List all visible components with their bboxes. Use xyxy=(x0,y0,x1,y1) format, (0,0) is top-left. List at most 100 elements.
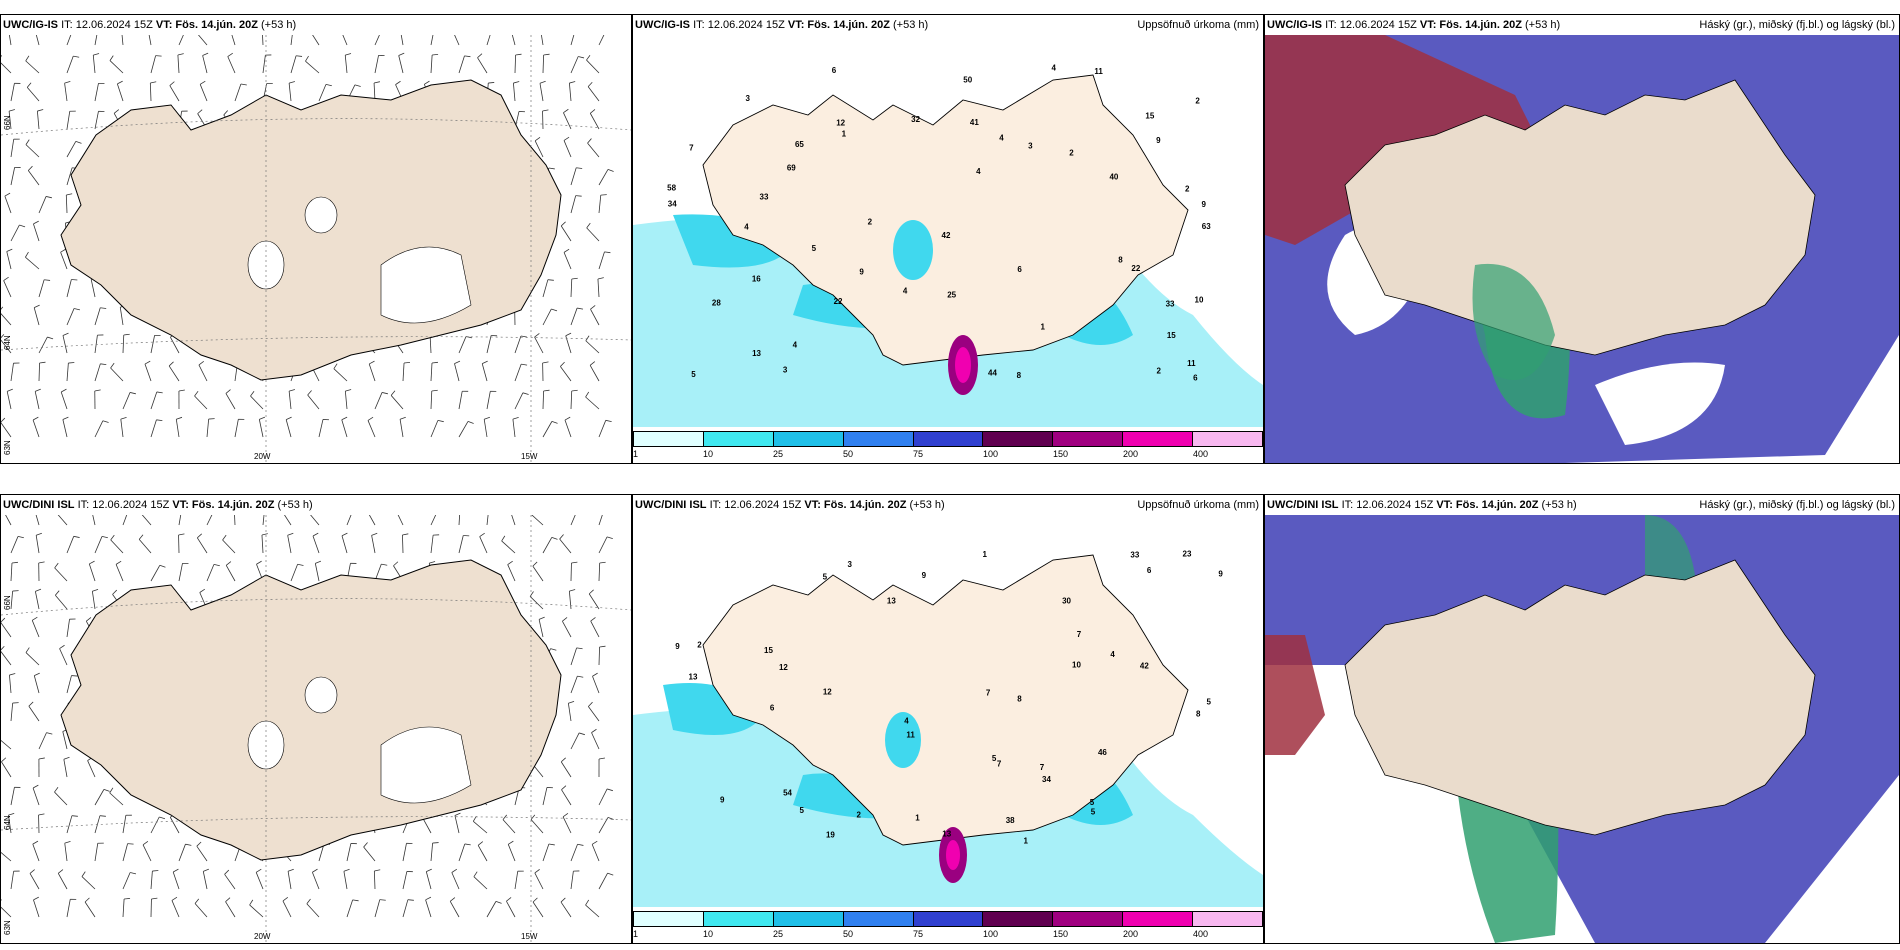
wind-barb xyxy=(150,419,157,438)
wind-barb xyxy=(425,871,432,890)
wind-barb xyxy=(197,35,208,46)
wind-barb-flag xyxy=(588,701,593,707)
wind-barb-flag xyxy=(34,304,40,309)
wind-barb-flag xyxy=(159,816,166,820)
wind-barb xyxy=(27,170,40,186)
wind-barb xyxy=(374,392,383,410)
wind-barb xyxy=(560,901,572,918)
wind-barb xyxy=(589,113,600,130)
wind-barb xyxy=(481,363,488,382)
wind-barb-flag xyxy=(592,672,598,677)
wind-barb-flag xyxy=(464,843,471,846)
legend-swatch xyxy=(703,912,774,926)
wind-barb-flag xyxy=(38,561,45,564)
precip-legend: 1 10 25 50 75 100 150 200 400 xyxy=(633,431,1263,461)
wind-barb-flag xyxy=(606,788,613,792)
wind-barb xyxy=(585,904,600,918)
precip-value-label: 4 xyxy=(1052,64,1057,73)
wind-barb xyxy=(141,515,152,526)
wind-barb xyxy=(598,251,605,270)
precip-value-label: 9 xyxy=(1156,136,1161,145)
wind-barb xyxy=(449,901,460,918)
wind-barb xyxy=(290,564,298,582)
wind-barb xyxy=(168,365,180,382)
wind-barb xyxy=(234,515,236,526)
wind-barb xyxy=(202,55,208,74)
wind-barb xyxy=(142,844,152,862)
precip-value-label: 13 xyxy=(942,830,951,839)
lon-label: 20W xyxy=(254,932,271,941)
precip-value-label: 12 xyxy=(779,663,788,672)
wind-barb xyxy=(486,391,491,410)
wind-barb xyxy=(564,419,572,438)
wind-barb xyxy=(66,35,72,46)
wind-barb xyxy=(1,62,12,74)
wind-barb-flag xyxy=(26,82,32,88)
wind-barb-flag xyxy=(597,277,604,280)
wind-barb-flag xyxy=(144,360,151,365)
wind-barb xyxy=(94,420,104,438)
legend-label: 200 xyxy=(1123,449,1139,459)
wind-barb xyxy=(10,83,15,102)
wind-barb-flag xyxy=(36,532,42,536)
wind-barb-flag xyxy=(399,416,406,420)
wind-barb-flag xyxy=(7,388,13,392)
lat-label: 64N xyxy=(3,815,12,830)
wind-barb xyxy=(3,280,12,298)
wind-barb-flag xyxy=(32,784,39,789)
wind-barb xyxy=(538,619,544,638)
wind-barb xyxy=(290,35,293,46)
wind-barb-flag xyxy=(598,757,606,760)
wind-barb-flag xyxy=(75,140,82,144)
wind-barb xyxy=(542,279,549,298)
precip-value-label: 5 xyxy=(691,370,696,379)
wind-barb xyxy=(172,871,180,890)
wind-barb xyxy=(110,367,124,382)
wind-barb-flag xyxy=(495,901,502,904)
precip-value-label: 5 xyxy=(799,806,804,815)
wind-barb xyxy=(368,515,376,526)
precip-field-mid xyxy=(663,683,1133,825)
wind-barb xyxy=(398,55,404,74)
wind-barb-flag xyxy=(169,81,175,86)
panel-header: UWC/IG-IS IT: 12.06.2024 15Z VT: Fös. 14… xyxy=(3,19,297,31)
wind-barb-flag xyxy=(312,532,319,537)
wind-barb xyxy=(542,843,550,862)
wind-barb xyxy=(454,363,460,382)
wind-barb xyxy=(570,195,577,214)
wind-barb-flag xyxy=(127,843,134,845)
wind-barb xyxy=(585,396,600,410)
legend-swatch xyxy=(983,432,1054,446)
wind-barb-flag xyxy=(199,588,205,593)
wind-barb-flag xyxy=(577,307,584,310)
wind-barb-flag xyxy=(199,80,206,85)
wind-barb-flag xyxy=(512,417,519,420)
wind-barb xyxy=(346,843,352,862)
iceland-land xyxy=(702,74,1189,366)
wind-barb-flag xyxy=(571,561,578,564)
wind-barb xyxy=(225,901,236,918)
wind-barb xyxy=(33,899,40,918)
wind-barb xyxy=(122,815,127,834)
wind-barb xyxy=(25,60,40,74)
wind-barb-flag xyxy=(110,534,115,541)
legend-swatch xyxy=(1193,912,1263,926)
wind-barb-flag xyxy=(590,617,596,622)
precip-value-label: 8 xyxy=(1196,709,1201,718)
wind-barb xyxy=(560,366,572,382)
wind-barb xyxy=(307,394,320,410)
wind-barb xyxy=(66,899,71,918)
wind-barb xyxy=(390,395,404,410)
wind-barb-flag xyxy=(176,416,183,420)
wind-barb xyxy=(570,35,575,46)
panel-right-title: Uppsöfnuð úrkoma (mm) xyxy=(1137,19,1259,31)
map-precip-igis: 1239210943315692240222842558632114113164… xyxy=(633,64,1263,427)
wind-barb xyxy=(175,419,180,438)
panel-wind-dini: UWC/DINI ISL IT: 12.06.2024 15Z VT: Fös.… xyxy=(0,494,632,944)
wind-barb-flag xyxy=(84,897,90,903)
wind-barb xyxy=(6,251,12,270)
wind-barb xyxy=(262,515,265,526)
wind-barb xyxy=(262,55,266,74)
wind-barb-flag xyxy=(86,617,92,622)
wind-barb xyxy=(333,368,348,382)
